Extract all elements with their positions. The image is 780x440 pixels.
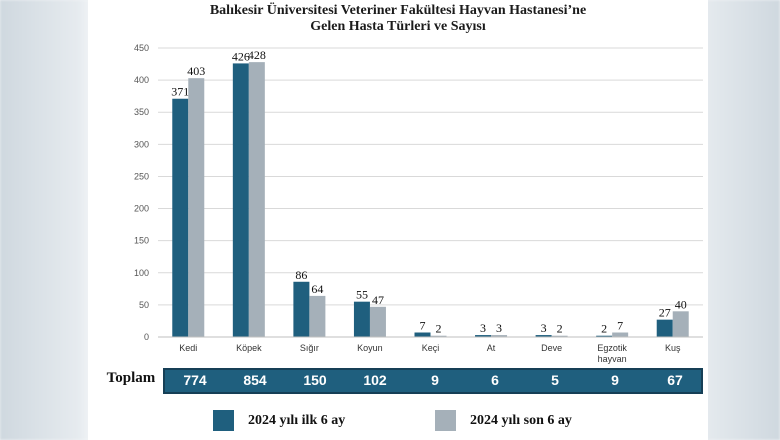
value-label-keci-series-2: 2 <box>436 322 442 336</box>
y-tick-label-250: 250 <box>134 171 149 181</box>
value-label-keci-series-1: 7 <box>420 319 426 333</box>
total-kedi: 774 <box>183 372 207 388</box>
y-tick-label-50: 50 <box>139 300 149 310</box>
bar-egzotik-hayvan-series-1 <box>596 335 613 337</box>
totals-bar: 774 854 150 102 9 6 5 9 67 <box>163 368 703 394</box>
total-keci: 9 <box>431 372 439 388</box>
bar-keci-series-2 <box>430 335 447 337</box>
x-tick-label-at: At <box>487 343 496 353</box>
legend-label-first-half: 2024 yılı ilk 6 ay <box>248 412 346 428</box>
y-tick-label-100: 100 <box>134 268 149 278</box>
value-label-egzotik-hayvan-series-2: 7 <box>617 319 623 333</box>
value-label-at-series-1: 3 <box>480 321 486 335</box>
total-at: 6 <box>491 372 499 388</box>
bar-koyun-series-1 <box>353 301 370 337</box>
y-tick-label-300: 300 <box>134 139 149 149</box>
chart-title-line-2: Gelen Hasta Türleri ve Sayısı <box>310 19 486 34</box>
legend-swatch-second-half <box>435 410 456 431</box>
value-label-deve-series-1: 3 <box>541 321 547 335</box>
y-tick-label-0: 0 <box>144 332 149 342</box>
bar-deve-series-2 <box>551 335 568 337</box>
total-deve: 5 <box>551 372 559 388</box>
total-kopek: 854 <box>243 372 267 388</box>
chart-title: Balıkesir Üniversitesi Veteriner Fakülte… <box>88 3 708 35</box>
value-label-kedi-series-2: 403 <box>187 64 205 78</box>
bar-koyun-series-2 <box>369 306 386 337</box>
bar-kus-series-2 <box>672 311 689 337</box>
value-label-sigir-series-2: 64 <box>311 282 323 296</box>
value-label-kopek-series-1: 426 <box>232 49 250 63</box>
value-label-kus-series-1: 27 <box>659 306 671 320</box>
value-label-koyun-series-1: 55 <box>356 288 368 302</box>
chart-title-line-1: Balıkesir Üniversitesi Veteriner Fakülte… <box>209 3 587 18</box>
bar-kedi-series-2 <box>188 78 205 337</box>
x-tick-label-sigir: Sığır <box>300 343 319 353</box>
total-koyun: 102 <box>363 372 387 388</box>
value-label-sigir-series-1: 86 <box>295 268 307 282</box>
value-label-kopek-series-2: 428 <box>248 48 266 62</box>
x-tick-label-deve: Deve <box>541 343 562 353</box>
totals-label: Toplam <box>106 370 156 386</box>
y-tick-label-400: 400 <box>134 75 149 85</box>
total-sigir: 150 <box>303 372 327 388</box>
totals-row: Toplam 774 854 150 102 9 6 5 9 67 <box>103 368 703 394</box>
value-label-kus-series-2: 40 <box>675 297 687 311</box>
x-tick-label-koyun: Koyun <box>357 343 383 353</box>
legend-swatch-first-half <box>213 410 234 431</box>
value-label-at-series-2: 3 <box>496 321 502 335</box>
bar-at-series-2 <box>491 335 508 337</box>
total-egzotik-hayvan: 9 <box>611 372 619 388</box>
x-tick-label-kus: Kuş <box>665 343 681 353</box>
y-tick-label-450: 450 <box>134 43 149 53</box>
bar-at-series-1 <box>475 335 492 337</box>
y-tick-label-150: 150 <box>134 236 149 246</box>
bar-sigir-series-1 <box>293 281 310 337</box>
x-tick-label-egzotik-hayvan: Egzotik hayvan <box>597 343 627 364</box>
legend-label-second-half: 2024 yılı son 6 ay <box>470 412 572 428</box>
y-tick-label-350: 350 <box>134 107 149 117</box>
bar-kopek-series-2 <box>248 62 265 338</box>
bar-deve-series-1 <box>535 335 552 337</box>
x-tick-label-kopek: Köpek <box>236 343 262 353</box>
legend-item-second-half: 2024 yılı son 6 ay <box>435 410 572 431</box>
bar-kopek-series-1 <box>232 63 249 338</box>
bar-kedi-series-1 <box>172 98 189 337</box>
bar-egzotik-hayvan-series-2 <box>612 332 629 337</box>
value-label-kedi-series-1: 371 <box>171 85 189 99</box>
total-kus: 67 <box>667 372 683 388</box>
value-label-deve-series-2: 2 <box>557 322 563 336</box>
x-tick-label-keci: Keçi <box>422 343 440 353</box>
bar-sigir-series-2 <box>309 295 326 337</box>
value-label-koyun-series-2: 47 <box>372 293 384 307</box>
y-tick-label-200: 200 <box>134 204 149 214</box>
value-label-egzotik-hayvan-series-1: 2 <box>601 322 607 336</box>
x-tick-label-kedi: Kedi <box>179 343 197 353</box>
bar-kus-series-1 <box>656 319 673 337</box>
bar-keci-series-1 <box>414 332 431 337</box>
legend-item-first-half: 2024 yılı ilk 6 ay <box>213 410 345 431</box>
